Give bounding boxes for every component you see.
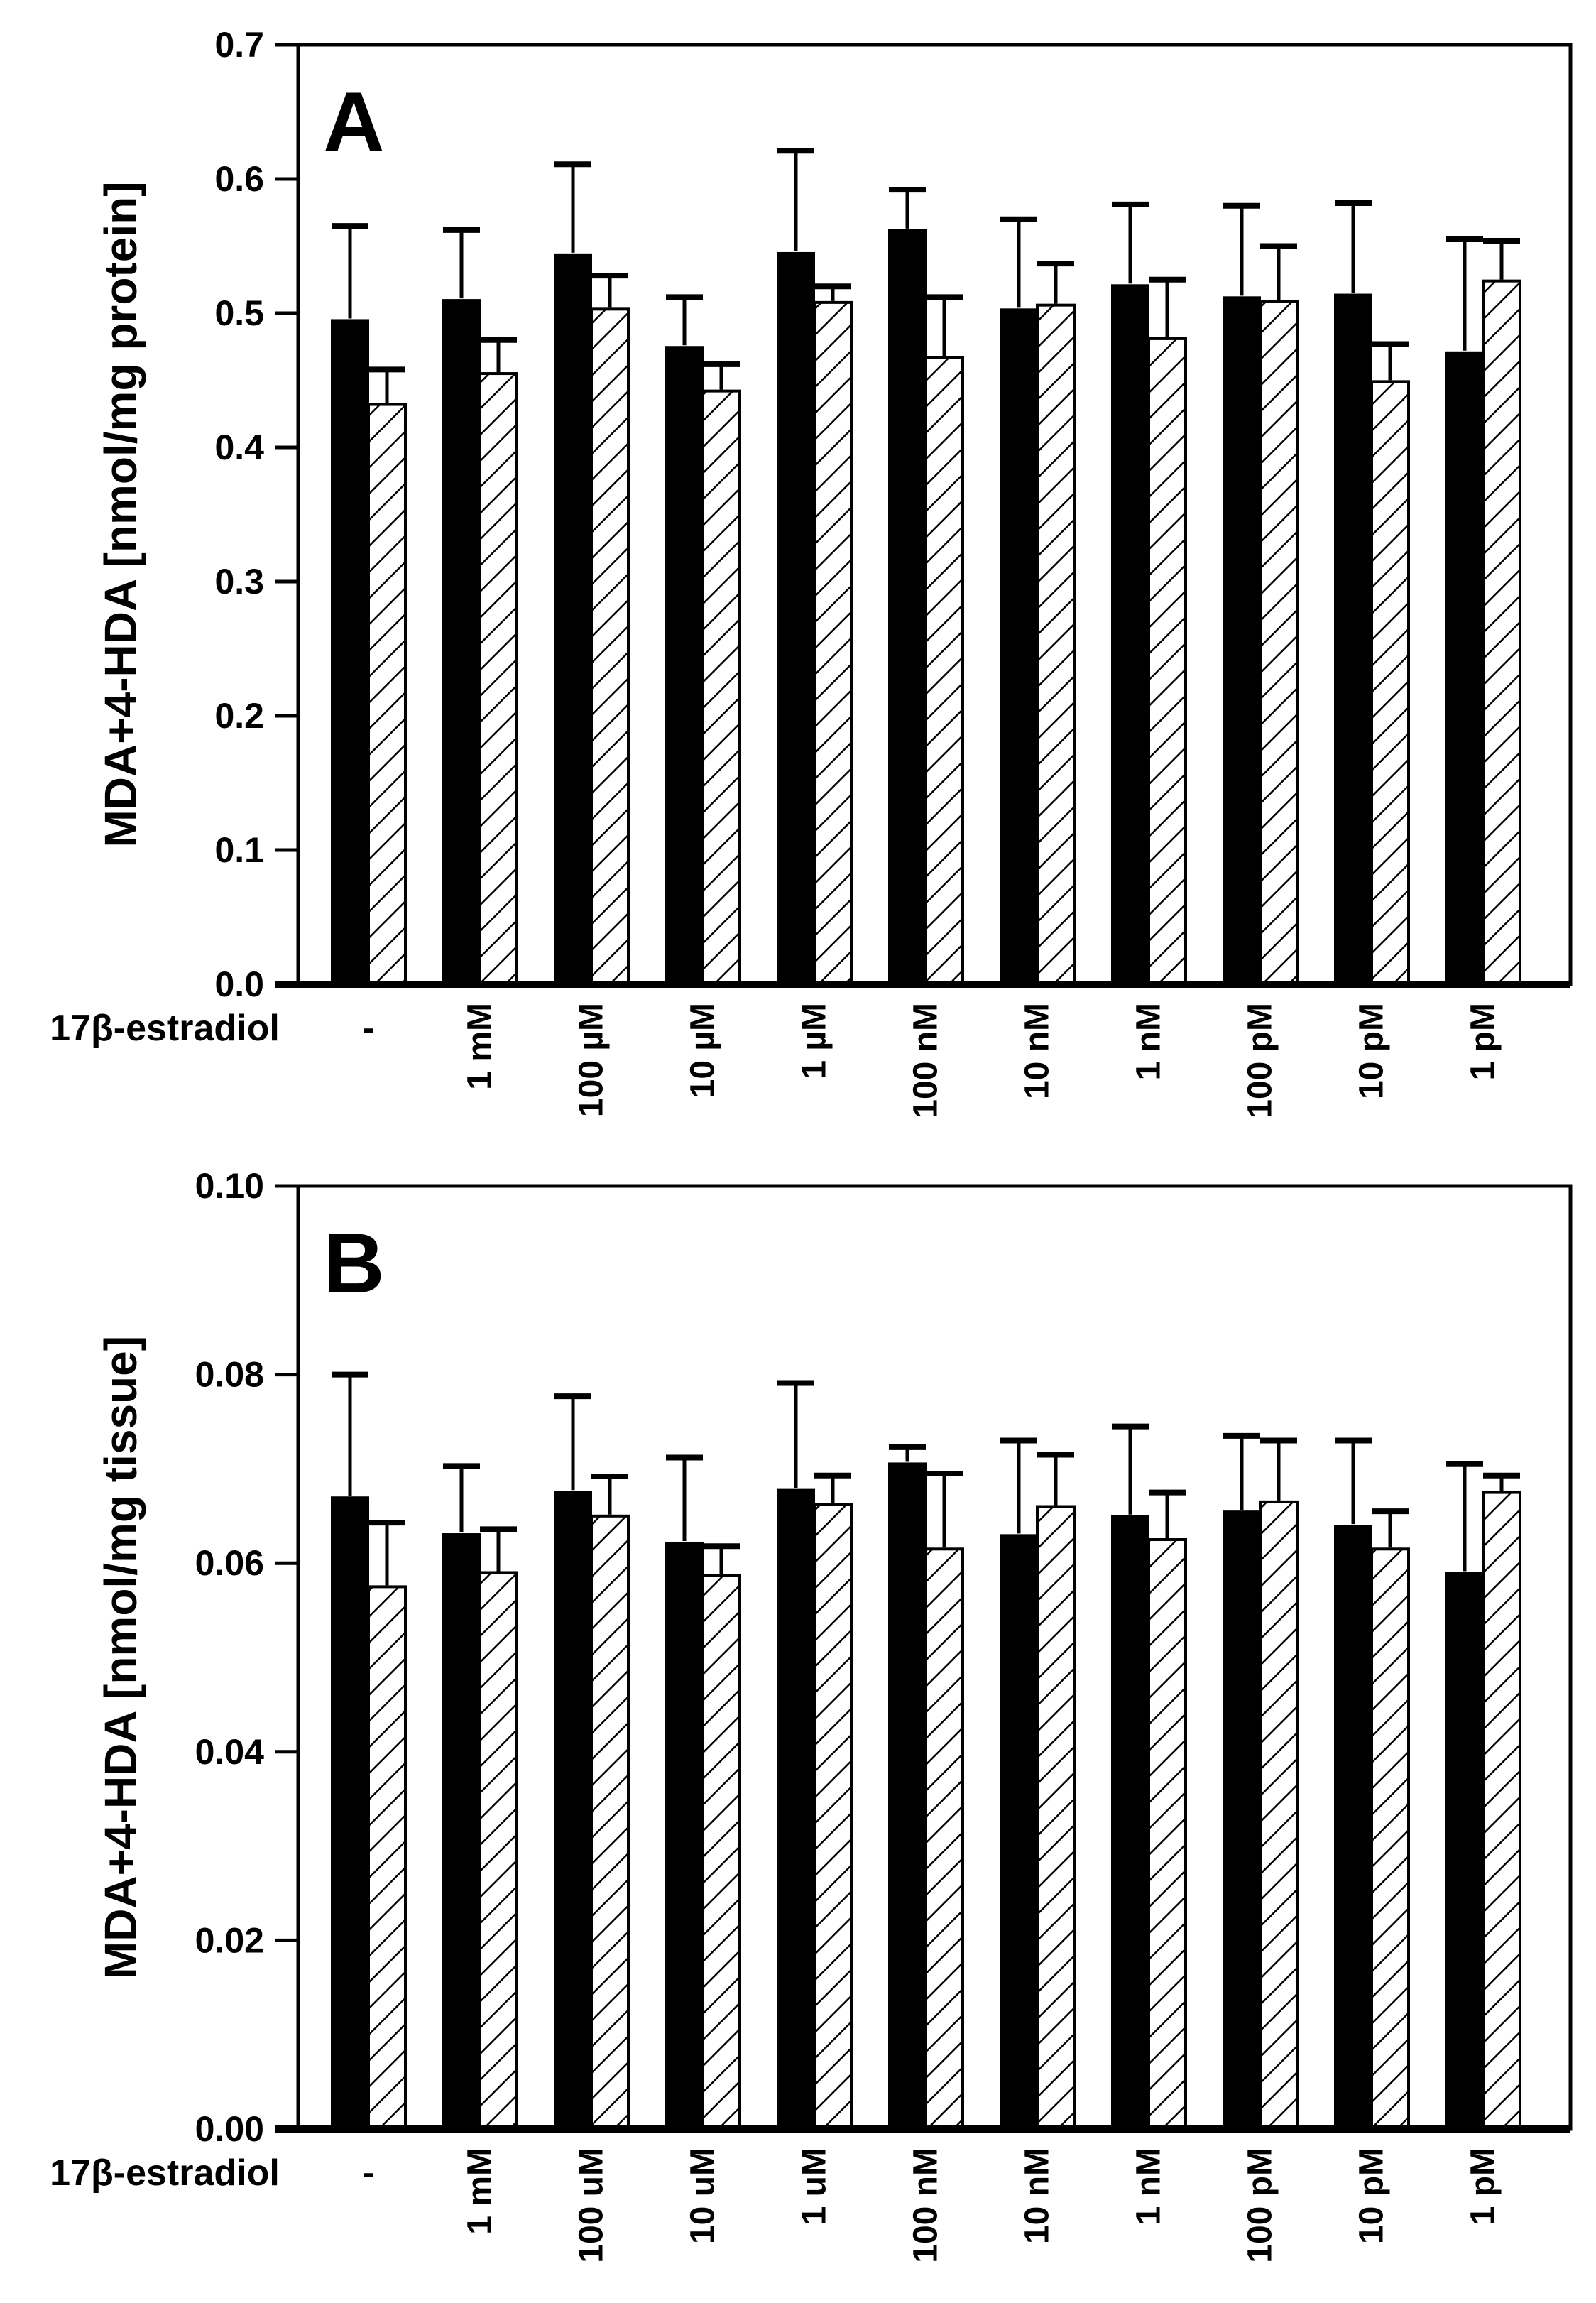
- x-axis-row-label: 17β-estradiol: [50, 1008, 280, 1049]
- bar-solid: [1334, 293, 1372, 986]
- y-tick-label: 0.1: [214, 830, 264, 870]
- panel-letter: B: [323, 1216, 385, 1311]
- y-tick-label: 0.08: [195, 1355, 264, 1395]
- bar-solid: [1445, 1572, 1484, 2130]
- x-tick-label: 100 uM: [573, 2147, 611, 2263]
- y-tick-label: 0.06: [195, 1543, 264, 1583]
- y-tick-label: 0.3: [214, 562, 264, 601]
- bar-hatched: [1036, 1505, 1076, 2130]
- x-tick-label: 10 uM: [684, 2147, 722, 2244]
- bar-solid: [554, 1491, 592, 2130]
- bar-hatched: [479, 1571, 518, 2130]
- bar-hatched: [1370, 1547, 1410, 2130]
- bar-hatched: [1036, 303, 1076, 986]
- panel-letter: A: [323, 75, 385, 170]
- y-tick-label: 0.04: [195, 1732, 265, 1772]
- x-tick-label: 100 nM: [907, 1003, 945, 1118]
- x-tick-label: 10 pM: [1353, 2147, 1391, 2244]
- y-tick-label: 0.6: [214, 159, 264, 199]
- x-tick-label: 1 uM: [796, 2147, 833, 2225]
- bar-solid: [1000, 308, 1038, 985]
- bar-solid: [442, 299, 481, 986]
- x-tick-label: 1 mM: [461, 2147, 499, 2235]
- x-tick-label: 10 nM: [1019, 1003, 1056, 1099]
- bar-solid: [331, 319, 369, 985]
- y-tick-label: 0.02: [195, 1920, 264, 1960]
- bar-solid: [331, 1496, 369, 2130]
- bar-hatched: [701, 1574, 741, 2131]
- x-tick-label: 1 nM: [1130, 1003, 1168, 1080]
- bar-hatched: [1259, 299, 1299, 986]
- x-tick-label: 10 pM: [1353, 1003, 1391, 1099]
- bar-hatched: [367, 1585, 407, 2130]
- bar-solid: [442, 1533, 481, 2130]
- bar-solid: [777, 251, 815, 986]
- x-tick-label: 10 µM: [684, 1003, 722, 1098]
- bar-solid: [888, 1462, 927, 2130]
- bar-solid: [1445, 351, 1484, 985]
- x-axis-row-label: 17β-estradiol: [50, 2152, 280, 2194]
- bar-solid: [1000, 1534, 1038, 2130]
- bar-hatched: [701, 389, 741, 986]
- bar-hatched: [813, 1503, 853, 2130]
- bar-hatched: [367, 403, 407, 986]
- bar-hatched: [1482, 1491, 1521, 2131]
- y-tick-label: 0.4: [214, 428, 264, 467]
- bar-solid: [1223, 296, 1261, 985]
- bar-hatched: [813, 300, 853, 986]
- bar-solid: [1223, 1510, 1261, 2130]
- x-tick-label: 1 µM: [796, 1003, 833, 1079]
- bar-solid: [1111, 284, 1149, 985]
- y-tick-label: 0.5: [214, 293, 264, 333]
- x-tick-label: -: [363, 2155, 374, 2192]
- bar-solid: [554, 253, 592, 986]
- x-tick-label: -: [363, 1010, 374, 1047]
- panel-A: 0.0 0.1 0.2 0.3 0.4 0.5 0.6 0.7 MDA+4-HDA [nmol/…: [50, 25, 1573, 1118]
- y-tick-label: 0.00: [195, 2109, 264, 2149]
- panel-B: 0.00 0.02 0.04 0.06 0.08 0.10 MDA+4-HDA [nmol/…: [50, 1166, 1573, 2263]
- bar-solid: [1111, 1515, 1149, 2130]
- bar-hatched: [1482, 279, 1521, 986]
- x-tick-label: 10 nM: [1019, 2147, 1056, 2244]
- bar-hatched: [924, 1547, 964, 2130]
- x-tick-label: 100 pM: [1242, 2147, 1279, 2263]
- bar-hatched: [590, 307, 630, 986]
- y-tick-label: 0.2: [214, 696, 264, 736]
- x-tick-label: 1 pM: [1465, 1003, 1502, 1080]
- y-tick-label: 0.10: [195, 1166, 264, 1206]
- bar-solid: [1334, 1525, 1372, 2130]
- x-tick-label: 100 µM: [573, 1003, 611, 1117]
- bar-hatched: [924, 356, 964, 986]
- y-axis-title: MDA+4-HDA [nmol/mg tissue]: [95, 1336, 146, 1979]
- bar-hatched: [1147, 337, 1187, 986]
- x-tick-label: 100 pM: [1242, 1003, 1279, 1118]
- bar-solid: [665, 1541, 704, 2130]
- y-tick-label: 0.7: [214, 25, 264, 65]
- x-tick-label: 1 pM: [1465, 2147, 1502, 2225]
- bar-solid: [888, 229, 927, 986]
- bar-hatched: [1147, 1538, 1187, 2130]
- y-tick-label: 0.0: [214, 964, 264, 1004]
- x-tick-label: 1 mM: [461, 1003, 499, 1090]
- bar-hatched: [1259, 1500, 1299, 2130]
- x-tick-label: 1 nM: [1130, 2147, 1168, 2225]
- y-axis-title: MDA+4-HDA [nmol/mg protein]: [95, 181, 146, 847]
- bar-solid: [777, 1488, 815, 2130]
- bar-hatched: [479, 372, 518, 986]
- bar-solid: [665, 346, 704, 985]
- bar-hatched: [1370, 380, 1410, 986]
- x-tick-label: 100 nM: [907, 2147, 945, 2263]
- bar-hatched: [590, 1514, 630, 2131]
